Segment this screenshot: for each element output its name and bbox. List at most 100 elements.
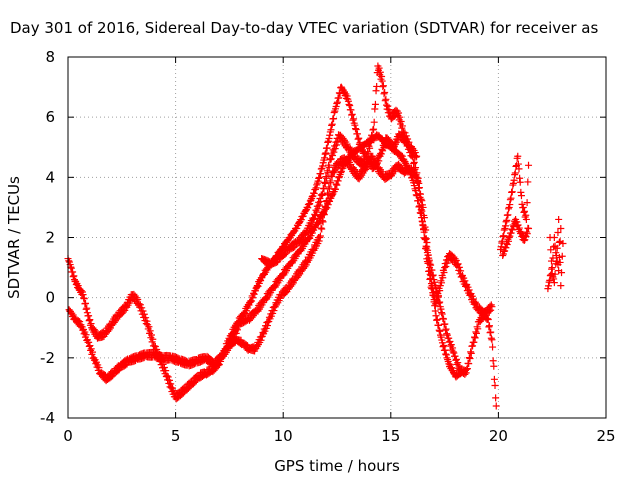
data-point-track-h: [551, 270, 559, 278]
data-point-track-e: [521, 207, 529, 215]
data-point-track-d: [317, 197, 325, 205]
data-point-track-c: [328, 173, 336, 181]
data-point-track-b: [451, 352, 459, 360]
data-point-track-e: [517, 192, 525, 200]
data-point-track-d: [363, 155, 371, 163]
data-point-track-a: [307, 196, 315, 204]
data-point-track-c: [324, 189, 332, 197]
data-point-track-a: [379, 147, 387, 155]
data-point-track-a: [160, 363, 168, 371]
data-point-track-a: [134, 295, 142, 303]
data-point-track-c: [426, 270, 434, 278]
data-point-track-b: [449, 348, 457, 356]
data-point-track-c: [419, 203, 427, 211]
data-point-track-c: [435, 326, 443, 334]
data-point-track-d: [281, 250, 289, 258]
data-point-track-a: [491, 382, 499, 390]
data-point-track-d: [405, 138, 413, 146]
data-point-track-b: [469, 342, 477, 350]
data-point-track-b: [438, 310, 446, 318]
data-point-track-a: [135, 300, 143, 308]
data-point-track-a: [167, 380, 175, 388]
data-point-track-b: [76, 318, 84, 326]
data-point-track-f: [505, 237, 513, 245]
data-point-track-c: [327, 179, 335, 187]
data-point-track-b: [412, 191, 420, 199]
data-point-track-a: [442, 263, 450, 271]
data-point-track-c: [413, 178, 421, 186]
data-point-track-b: [438, 309, 446, 317]
data-point-track-a: [165, 376, 173, 384]
data-point-track-h: [547, 246, 555, 254]
data-point-track-e: [509, 179, 517, 187]
data-point-track-d: [324, 169, 332, 177]
data-point-track-d: [311, 212, 319, 220]
data-point-track-a: [439, 274, 447, 282]
data-point-track-a: [138, 304, 146, 312]
data-point-track-b: [335, 174, 343, 182]
data-point-track-g: [548, 265, 556, 273]
data-point-track-d: [362, 154, 370, 162]
data-point-track-a: [462, 282, 470, 290]
data-point-track-e: [504, 211, 512, 219]
data-point-track-e: [510, 176, 518, 184]
data-point-track-f: [520, 237, 528, 245]
data-point-track-c: [424, 246, 432, 254]
data-point-track-e: [522, 211, 530, 219]
data-point-track-a: [492, 402, 500, 410]
data-point-track-b: [82, 331, 90, 339]
data-point-track-c: [435, 321, 443, 329]
data-point-track-a: [246, 298, 254, 306]
data-point-track-e: [516, 174, 524, 182]
data-point-track-d: [368, 131, 376, 139]
data-point-track-c: [324, 191, 332, 199]
data-point-track-b: [463, 365, 471, 373]
data-point-track-a: [466, 291, 474, 299]
data-point-track-d: [333, 141, 341, 149]
data-point-track-c: [322, 203, 330, 211]
data-point-track-c: [300, 264, 308, 272]
data-point-track-a: [350, 115, 358, 123]
data-point-track-c: [318, 225, 326, 233]
data-point-track-c: [320, 209, 328, 217]
data-point-track-d: [313, 208, 321, 216]
data-point-track-b: [332, 185, 340, 193]
data-point-track-d: [331, 145, 339, 153]
chart-title: Day 301 of 2016, Sidereal Day-to-day VTE…: [10, 19, 598, 37]
data-point-track-e: [514, 152, 522, 160]
data-point-track-b: [479, 314, 487, 322]
data-point-track-a: [67, 264, 75, 272]
x-tick-label: 15: [381, 427, 400, 445]
y-tick-label: 6: [45, 108, 55, 126]
data-point-track-a: [487, 328, 495, 336]
data-point-track-a: [352, 125, 360, 133]
data-point-track-c: [431, 307, 439, 315]
data-point-track-d: [395, 109, 403, 117]
data-point-track-a: [490, 375, 498, 383]
data-point-track-e: [499, 232, 507, 240]
data-point-track-c: [441, 346, 449, 354]
data-point-track-b: [422, 242, 430, 250]
data-point-track-b: [334, 177, 342, 185]
data-point-track-b: [432, 287, 440, 295]
data-point-track-d: [378, 73, 386, 81]
data-point-track-d: [310, 215, 318, 223]
data-point-track-a: [325, 134, 333, 142]
data-point-track-a: [465, 286, 473, 294]
data-point-track-a: [328, 120, 336, 128]
data-point-track-e: [502, 218, 510, 226]
data-point-track-d: [367, 139, 375, 147]
data-point-track-b: [441, 320, 449, 328]
data-point-track-b: [467, 349, 475, 357]
data-point-track-b: [466, 355, 474, 363]
x-tick-label: 10: [274, 427, 293, 445]
data-point-track-c: [317, 224, 325, 232]
data-point-track-b: [410, 182, 418, 190]
data-point-track-a: [83, 304, 91, 312]
data-point-track-a: [440, 269, 448, 277]
data-point-track-a: [321, 150, 329, 158]
data-point-track-c: [316, 234, 324, 241]
data-point-track-d: [379, 83, 387, 91]
data-point-track-d: [411, 149, 419, 157]
data-point-track-d: [373, 82, 381, 90]
